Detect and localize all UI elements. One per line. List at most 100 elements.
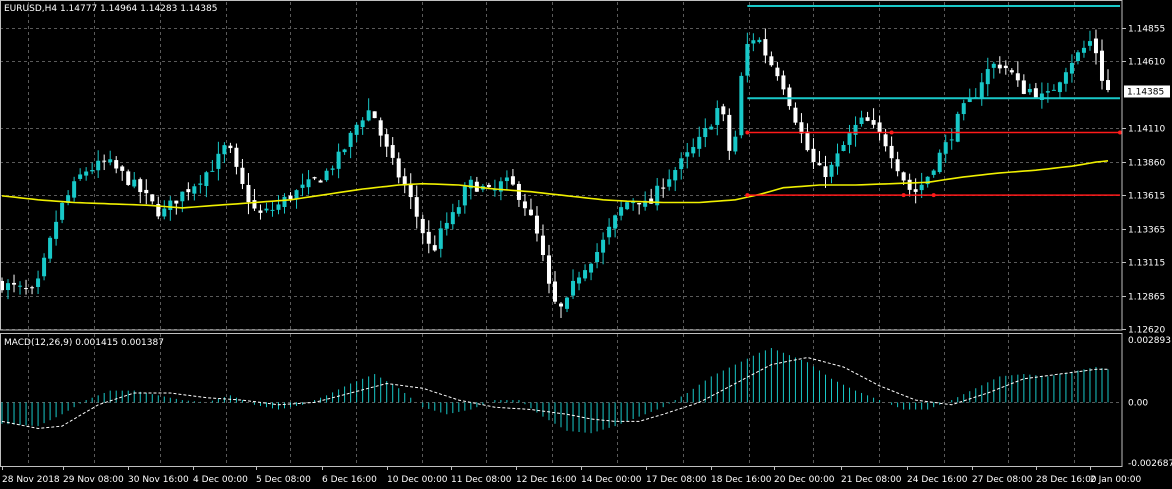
candle[interactable] [757,37,762,44]
candle[interactable] [306,170,311,195]
candle[interactable] [216,141,221,181]
candle[interactable] [516,181,521,207]
candle[interactable] [372,111,377,119]
candle[interactable] [204,170,209,198]
candle[interactable] [108,150,113,166]
candle[interactable] [264,202,269,213]
candle[interactable] [120,165,125,181]
candle[interactable] [655,177,660,211]
candle[interactable] [1015,61,1020,87]
candle[interactable] [673,166,678,192]
candle[interactable] [168,196,173,221]
candle[interactable] [787,84,792,110]
candle[interactable] [384,128,389,158]
candle[interactable] [865,111,870,122]
candle[interactable] [1021,74,1026,95]
candle[interactable] [426,220,431,254]
candle[interactable] [601,232,606,265]
candle[interactable] [522,193,527,216]
candle[interactable] [432,235,437,252]
candle[interactable] [841,141,846,152]
candle[interactable] [637,202,642,215]
candle[interactable] [961,99,966,121]
candle[interactable] [0,277,4,293]
candle[interactable] [252,188,257,211]
candle[interactable] [967,88,972,103]
macd-panel[interactable] [1,348,1109,434]
price-panel[interactable] [0,5,1122,318]
candle[interactable] [1075,50,1080,65]
candle[interactable] [534,206,539,242]
candle[interactable] [468,176,473,200]
candle[interactable] [703,118,708,148]
candle[interactable] [985,57,990,97]
candle[interactable] [1087,30,1092,51]
candle[interactable] [72,176,77,202]
candle[interactable] [300,173,305,197]
candle[interactable] [613,214,618,238]
candle[interactable] [559,302,564,318]
candle[interactable] [48,235,53,263]
candle[interactable] [1063,67,1068,92]
candle[interactable] [18,281,23,295]
candle[interactable] [78,168,83,181]
candle[interactable] [997,56,1002,74]
candle[interactable] [462,182,467,214]
candle[interactable] [565,296,570,313]
candle[interactable] [36,270,41,294]
candle[interactable] [96,150,101,178]
candle[interactable] [1051,84,1056,91]
candle[interactable] [685,142,690,169]
candle[interactable] [955,111,960,143]
candle[interactable] [42,253,47,281]
candle[interactable] [553,271,557,304]
candle[interactable] [84,167,89,181]
candle[interactable] [727,108,732,160]
candle[interactable] [504,170,509,191]
candle[interactable] [697,126,702,157]
candle[interactable] [577,271,582,291]
candle[interactable] [336,143,341,179]
candle[interactable] [829,161,834,184]
candle[interactable] [396,152,401,184]
candle[interactable] [853,116,858,147]
candle[interactable] [366,98,371,122]
candle[interactable] [679,152,684,180]
candle[interactable] [156,196,161,220]
candle[interactable] [228,142,233,153]
candle[interactable] [895,151,900,177]
candle[interactable] [132,172,137,189]
candle[interactable] [258,204,263,220]
candle[interactable] [1106,69,1110,93]
candle[interactable] [745,32,750,83]
candle[interactable] [733,130,738,155]
candle[interactable] [889,136,894,169]
candle[interactable] [1099,39,1104,90]
candle[interactable] [126,169,131,186]
candle[interactable] [438,220,443,258]
candle[interactable] [378,117,383,147]
candle[interactable] [60,202,65,224]
candle[interactable] [246,173,251,215]
candle[interactable] [270,201,275,217]
candle[interactable] [330,165,335,176]
candle[interactable] [486,182,491,189]
candle[interactable] [625,201,630,211]
candle[interactable] [871,108,876,129]
candle[interactable] [781,70,786,95]
candle[interactable] [54,210,59,246]
candle[interactable] [691,138,696,158]
candle[interactable] [1057,81,1062,99]
candle[interactable] [234,143,239,175]
candle[interactable] [835,143,840,175]
candle[interactable] [276,195,281,215]
candle[interactable] [1027,83,1032,95]
candle[interactable] [763,28,768,64]
candle[interactable] [739,72,744,139]
candle[interactable] [823,155,828,188]
candle[interactable] [907,173,912,197]
candle[interactable] [540,224,545,262]
candle[interactable] [102,154,107,171]
candle[interactable] [595,243,600,269]
